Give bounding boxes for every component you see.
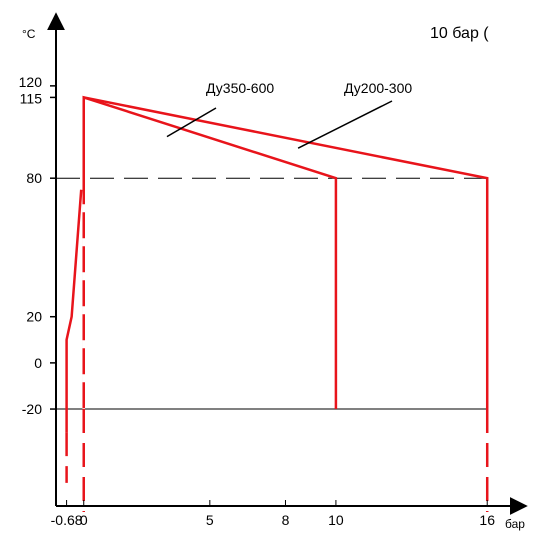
y-tick-label: 120 bbox=[19, 74, 43, 90]
series-leader-line-1 bbox=[166, 107, 217, 138]
series-line-2 bbox=[82, 95, 489, 410]
left-boundary-line bbox=[65, 189, 83, 433]
x-axis-label: бар bbox=[505, 517, 525, 531]
y-tick-label: 20 bbox=[26, 309, 42, 325]
x-tick-label: 0 bbox=[80, 512, 88, 528]
x-tick-label: -0.68 bbox=[51, 512, 83, 528]
series-line-1 bbox=[82, 95, 338, 410]
x-tick-label: 10 bbox=[328, 512, 344, 528]
y-tick-label: 0 bbox=[34, 355, 42, 371]
series-label-2: Ду200-300 bbox=[344, 80, 412, 96]
series-label-1: Ду350-600 bbox=[206, 80, 274, 96]
x-tick-group: -0.680 5 8 10 16 bbox=[51, 500, 495, 528]
y-tick-label: 80 bbox=[26, 170, 42, 186]
series-group: Ду350-600 Ду200-300 bbox=[65, 80, 489, 512]
x-tick-label: 5 bbox=[206, 512, 214, 528]
y-tick-label: -20 bbox=[22, 401, 42, 417]
y-tick-label: 115 bbox=[20, 90, 43, 106]
series-leader-line-2 bbox=[297, 100, 393, 149]
x-tick-label: 8 bbox=[282, 512, 290, 528]
reference-lines bbox=[56, 177, 488, 410]
y-axis-label: °C bbox=[22, 27, 36, 41]
x-tick-label: 16 bbox=[479, 512, 495, 528]
chart-title: 10 бар ( bbox=[430, 25, 489, 42]
axes bbox=[47, 12, 528, 515]
